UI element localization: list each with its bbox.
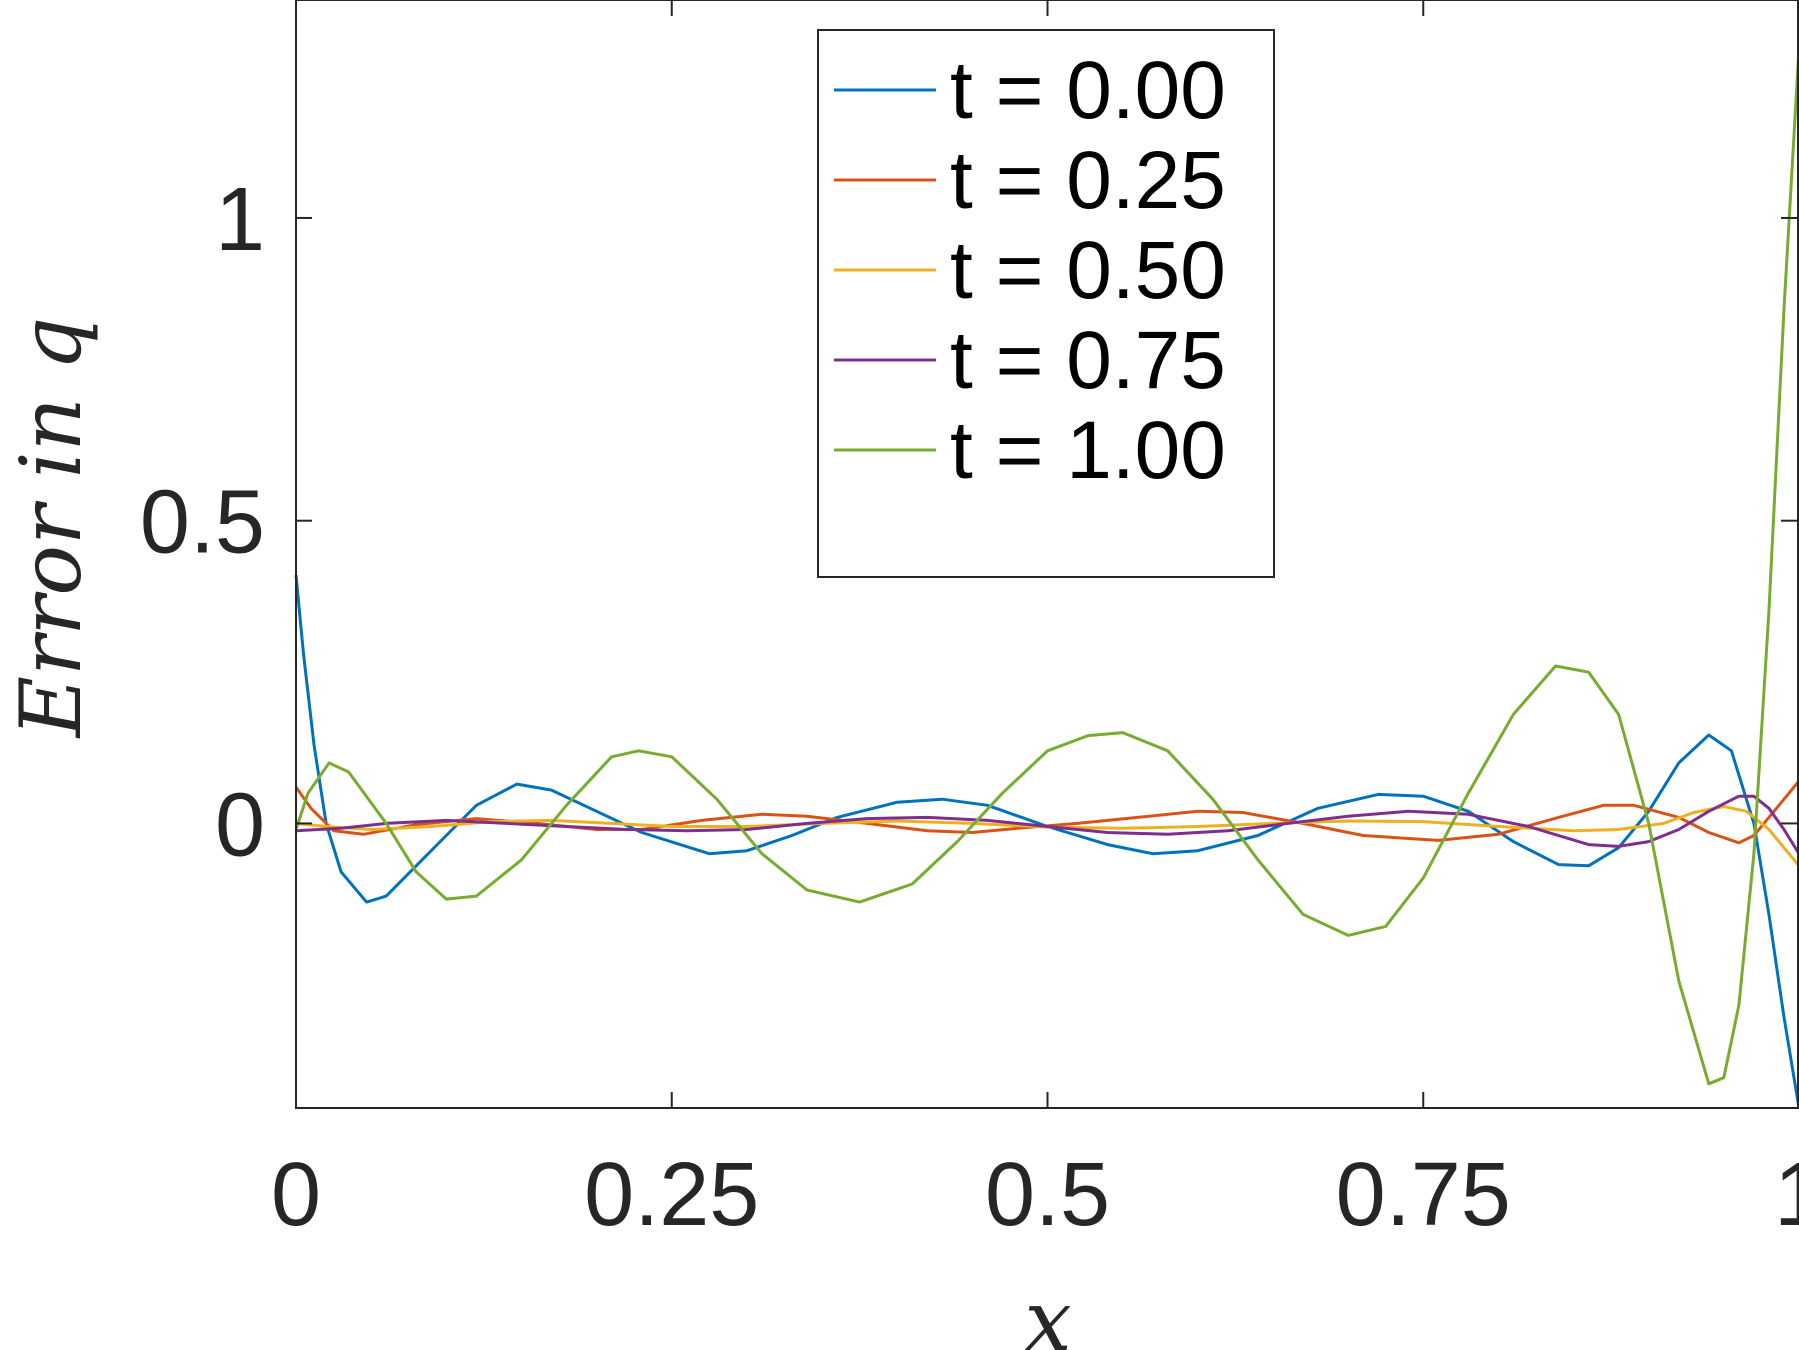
legend-label: t = 0.00 xyxy=(950,45,1226,136)
x-tick-label: 1 xyxy=(1774,1145,1799,1245)
x-tick-label: 0.75 xyxy=(1336,1145,1511,1245)
y-tick-label: 0 xyxy=(215,775,265,875)
series-line-2 xyxy=(295,805,1799,867)
legend-label: t = 0.50 xyxy=(950,225,1226,316)
series-line-3 xyxy=(295,794,1799,855)
axes-layer xyxy=(295,0,1799,1109)
y-tick-label: 0.5 xyxy=(140,473,265,573)
series-line-4 xyxy=(294,48,1799,1086)
legend-box xyxy=(817,29,1275,578)
y-axis-title: Error in q xyxy=(2,317,100,740)
x-tick-label: 0.25 xyxy=(584,1145,759,1245)
legend: t = 0.00t = 0.25t = 0.50t = 0.75t = 1.00 xyxy=(817,29,1275,578)
x-tick-label: 0.5 xyxy=(985,1145,1110,1245)
series-layer xyxy=(294,48,1799,1109)
x-axis-title: x xyxy=(1024,1272,1071,1350)
legend-label: t = 0.75 xyxy=(950,315,1226,406)
legend-label: t = 0.25 xyxy=(950,135,1226,226)
y-tick-label: 1 xyxy=(215,170,265,270)
legend-label: t = 1.00 xyxy=(950,405,1226,496)
series-line-0 xyxy=(294,575,1799,1109)
x-tick-label: 0 xyxy=(271,1145,321,1245)
tick-label-layer: 0 0.25 0.5 0.75 1 0 0.5 1 xyxy=(140,170,1799,1245)
